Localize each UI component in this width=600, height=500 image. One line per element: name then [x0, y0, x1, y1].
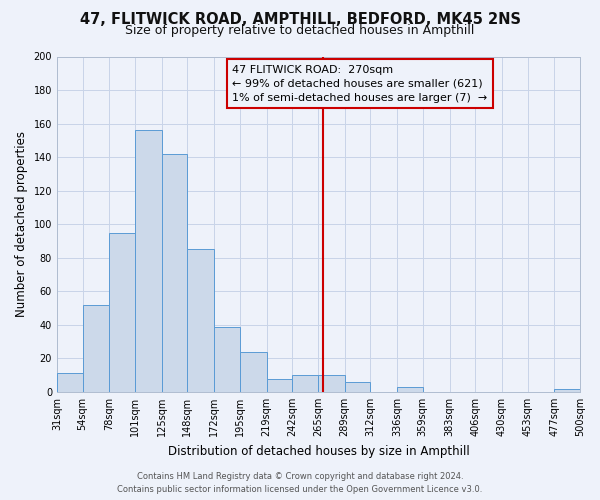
Bar: [57, 374, 83, 392]
Bar: [83, 304, 109, 392]
Text: 47, FLITWICK ROAD, AMPTHILL, BEDFORD, MK45 2NS: 47, FLITWICK ROAD, AMPTHILL, BEDFORD, MK…: [79, 12, 521, 28]
Bar: [109, 232, 135, 392]
Bar: [187, 250, 214, 392]
X-axis label: Distribution of detached houses by size in Ampthill: Distribution of detached houses by size …: [167, 444, 469, 458]
Bar: [344, 382, 370, 392]
Bar: [318, 375, 344, 392]
Bar: [292, 375, 318, 392]
Bar: [240, 352, 266, 392]
Text: Size of property relative to detached houses in Ampthill: Size of property relative to detached ho…: [125, 24, 475, 37]
Bar: [266, 378, 292, 392]
Text: 47 FLITWICK ROAD:  270sqm
← 99% of detached houses are smaller (621)
1% of semi-: 47 FLITWICK ROAD: 270sqm ← 99% of detach…: [232, 65, 487, 103]
Bar: [135, 130, 162, 392]
Bar: [162, 154, 187, 392]
Y-axis label: Number of detached properties: Number of detached properties: [15, 131, 28, 317]
Bar: [554, 388, 580, 392]
Bar: [214, 326, 240, 392]
Bar: [397, 387, 423, 392]
Text: Contains HM Land Registry data © Crown copyright and database right 2024.
Contai: Contains HM Land Registry data © Crown c…: [118, 472, 482, 494]
